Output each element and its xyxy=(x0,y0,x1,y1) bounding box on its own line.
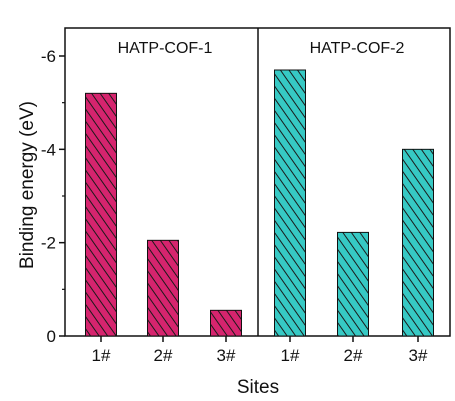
bar-hatch-1-2 xyxy=(147,239,179,337)
plot-frame xyxy=(64,27,451,337)
bar-hatch-2-2 xyxy=(337,231,369,337)
y-tick-label: -4 xyxy=(41,140,56,159)
y-axis-title: Binding energy (eV) xyxy=(17,101,38,269)
bar-hatch-2-3 xyxy=(402,148,434,337)
x-tick-label: 1# xyxy=(92,346,111,365)
y-tick-label: 0 xyxy=(47,327,56,346)
x-axis-title: Sites xyxy=(237,377,279,398)
bar-hatch-1-3 xyxy=(210,309,242,337)
ticks-group: 0 -2 -4 -6 1# 2# 3# 1# 2# 3# xyxy=(41,47,428,365)
y-tick-label: -2 xyxy=(41,234,56,253)
series-1-title: HATP-COF-1 xyxy=(118,40,213,57)
x-tick-label: 3# xyxy=(217,346,236,365)
series-2-title: HATP-COF-2 xyxy=(310,40,405,57)
x-tick-label: 1# xyxy=(281,346,300,365)
x-tick-label: 3# xyxy=(409,346,428,365)
bar-hatch-1-1 xyxy=(85,92,117,337)
x-tick-label: 2# xyxy=(154,346,173,365)
bars-group xyxy=(85,69,434,337)
x-tick-label: 2# xyxy=(344,346,363,365)
y-tick-label: -6 xyxy=(41,47,56,66)
bar-hatch-2-1 xyxy=(274,69,306,337)
